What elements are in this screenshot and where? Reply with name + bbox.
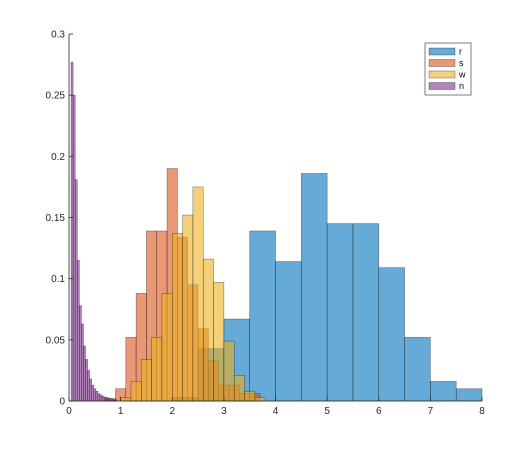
bar-n-4 [77, 260, 80, 402]
bar-n-13 [95, 390, 99, 402]
bar-w-13 [254, 397, 266, 402]
y-tick-label: 0.3 [51, 30, 65, 41]
y-ticks: 0 0.05 0.1 0.15 0.2 0.25 0.3 [46, 30, 73, 408]
bar-n-9 [87, 370, 90, 402]
x-tick-label: 5 [324, 406, 330, 417]
bar-n-8 [85, 359, 88, 402]
bar-w-10 [223, 340, 235, 402]
bar-r-5 [301, 173, 328, 402]
bar-r-3 [249, 230, 276, 402]
bar-n-2 [72, 94, 76, 402]
bar-w-8 [202, 258, 214, 402]
bar-n-6 [81, 323, 84, 402]
bar-w-0 [120, 397, 132, 402]
bar-n-12 [93, 388, 97, 402]
legend-label-n: n [459, 81, 464, 91]
bar-w-3 [151, 337, 163, 402]
bar-r-7 [352, 223, 380, 402]
legend-swatch-w [428, 70, 456, 79]
bar-w-2 [141, 359, 152, 402]
bar-r-8 [378, 267, 405, 402]
bar-w-7 [192, 186, 204, 402]
bar-n-18 [105, 397, 109, 402]
bar-n-17 [103, 397, 107, 402]
bar-w-12 [244, 390, 256, 402]
legend-label-s: s [459, 58, 464, 68]
bar-n-14 [97, 393, 101, 402]
bar-w-4 [161, 293, 173, 402]
bar-w-6 [182, 214, 194, 402]
legend-label-r: r [459, 47, 462, 57]
x-tick-label: 7 [428, 406, 434, 417]
bar-r-4 [275, 261, 302, 402]
bars-layer [70, 61, 483, 402]
bar-w-11 [233, 375, 245, 402]
y-tick-label: 0 [59, 397, 65, 408]
y-tick-label: 0.25 [46, 91, 66, 102]
legend-swatch-r [428, 47, 456, 56]
y-tick-label: 0.15 [46, 213, 66, 224]
bar-n-10 [89, 378, 92, 402]
bar-n-7 [83, 345, 86, 402]
x-tick-label: 6 [376, 406, 382, 417]
bar-w-5 [172, 233, 183, 402]
y-tick-label: 0.05 [46, 335, 66, 346]
x-tick-label: 0 [66, 406, 72, 417]
bar-r-10 [430, 381, 457, 402]
legend-swatch-s [428, 59, 456, 67]
bar-r-6 [326, 223, 354, 402]
bar-w-1 [130, 381, 142, 402]
x-tick-label: 2 [169, 406, 175, 417]
series-w [120, 186, 266, 402]
y-tick-label: 0.1 [51, 274, 65, 285]
bar-n-3 [74, 179, 78, 402]
bar-n-1 [70, 61, 74, 402]
legend-swatch-n [428, 82, 456, 90]
bar-n-5 [79, 305, 82, 402]
bar-r-9 [404, 337, 431, 402]
y-tick-label: 0.2 [51, 152, 65, 163]
bar-n-15 [99, 394, 103, 402]
bar-n-11 [91, 384, 95, 402]
x-tick-label: 4 [273, 406, 279, 417]
x-tick-label: 1 [118, 406, 124, 417]
x-ticks: 0 1 2 3 4 5 6 7 8 [66, 397, 485, 417]
bar-n-16 [101, 395, 105, 402]
bar-r-11 [455, 388, 483, 402]
bar-w-9 [213, 282, 225, 402]
x-tick-label: 3 [221, 406, 227, 417]
x-tick-label: 8 [479, 406, 485, 417]
legend-label-w: w [458, 70, 466, 80]
